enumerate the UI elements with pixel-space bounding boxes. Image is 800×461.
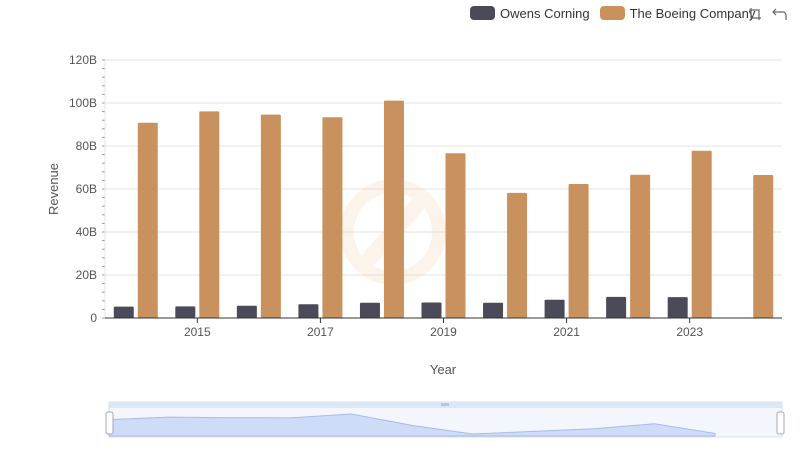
bar-boeing-2016 — [260, 114, 281, 318]
bar-boeing-2020 — [507, 192, 528, 318]
y-axis-label: Revenue — [46, 163, 61, 215]
x-axis-label: Year — [430, 362, 457, 377]
bar-boeing-2024 — [753, 175, 774, 318]
bars — [113, 100, 774, 318]
legend-item-owens-corning[interactable]: Owens Corning — [470, 6, 590, 21]
x-tick-label: 2023 — [676, 325, 703, 339]
bar-boeing-2018 — [383, 100, 404, 318]
bar-owens-corning-2023 — [667, 297, 688, 318]
bar-owens-corning-2018 — [359, 302, 380, 318]
y-tick-label: 80B — [76, 139, 97, 153]
bar-boeing-2015 — [199, 111, 220, 318]
bar-boeing-2014 — [137, 122, 158, 318]
y-tick-label: 40B — [76, 225, 97, 239]
legend-swatch-owens-corning — [470, 6, 495, 20]
legend: Owens Corning The Boeing Company — [470, 4, 765, 22]
bar-owens-corning-2019 — [421, 302, 442, 318]
bar-owens-corning-2020 — [483, 302, 504, 318]
y-tick-label: 60B — [76, 182, 97, 196]
bar-boeing-2019 — [445, 153, 466, 318]
y-axis: 0 20B 40B 60B 80B 100B 120B — [69, 53, 106, 325]
bar-owens-corning-2015 — [175, 306, 196, 318]
bar-owens-corning-2017 — [298, 304, 319, 318]
zoom-handle-left[interactable] — [105, 411, 114, 435]
x-axis: 2015 2017 2019 2021 2023 — [105, 317, 782, 339]
legend-label-owens-corning: Owens Corning — [500, 5, 590, 21]
x-tick-label: 2017 — [307, 325, 334, 339]
zoom-select-icon[interactable] — [747, 6, 763, 22]
zoom-handle-right[interactable] — [776, 411, 785, 435]
x-tick-label: 2019 — [430, 325, 457, 339]
bar-boeing-2017 — [322, 117, 343, 318]
y-tick-label: 100B — [69, 96, 97, 110]
zoom-grip[interactable] — [441, 403, 449, 406]
bar-boeing-2022 — [630, 174, 651, 318]
zoom-preview-area — [108, 413, 716, 437]
x-tick-label: 2015 — [184, 325, 211, 339]
bar-owens-corning-2016 — [236, 305, 257, 318]
bar-owens-corning-2021 — [544, 299, 565, 318]
legend-label-boeing: The Boeing Company — [629, 5, 756, 21]
y-tick-label: 120B — [69, 53, 97, 67]
bar-owens-corning-2022 — [606, 296, 627, 318]
bar-boeing-2021 — [568, 184, 589, 318]
bar-boeing-2023 — [691, 150, 712, 318]
legend-item-boeing[interactable]: The Boeing Company — [599, 5, 756, 21]
bar-owens-corning-2014 — [113, 306, 134, 318]
y-tick-label: 0 — [90, 311, 97, 325]
data-zoom-slider[interactable] — [105, 401, 785, 438]
x-tick-label: 2021 — [553, 325, 580, 339]
y-tick-label: 20B — [76, 268, 97, 282]
restore-icon[interactable] — [772, 6, 788, 22]
legend-swatch-boeing — [599, 6, 625, 20]
